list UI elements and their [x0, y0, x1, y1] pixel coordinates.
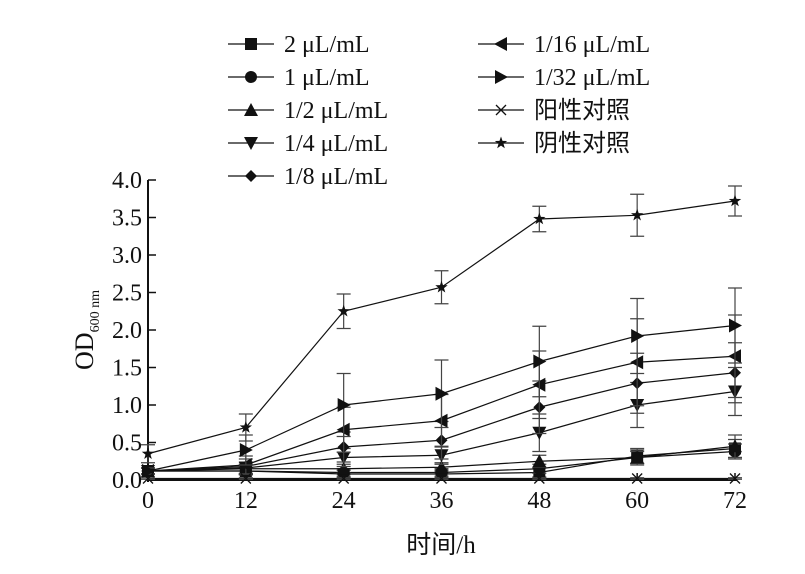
- data-point: [728, 194, 742, 207]
- data-point: [142, 473, 154, 484]
- legend-marker: [245, 38, 257, 50]
- y-tick-label: 1.0: [112, 393, 142, 419]
- series-triangle-right: [141, 287, 742, 478]
- x-tick-label: 36: [430, 488, 454, 514]
- legend-entry: 1/32 μL/mL: [478, 65, 650, 91]
- legend-entry: 阴性对照: [478, 130, 630, 157]
- legend: 2 μL/mL 1 μL/mL 1/2 μL/mL 1/4 μL/mL 1/8 μL/m…: [228, 32, 650, 190]
- data-point: [631, 473, 643, 484]
- series-group: [141, 185, 742, 484]
- data-point: [630, 450, 645, 464]
- y-axis-label-subscript: 600 nm: [88, 290, 103, 333]
- x-tick-label: 12: [234, 488, 258, 514]
- data-point: [728, 439, 742, 453]
- legend-label: 1/2 μL/mL: [284, 98, 388, 124]
- legend-entry: 1/8 μL/mL: [228, 164, 388, 190]
- legend-entry: 1/2 μL/mL: [228, 98, 388, 124]
- x-axis-label: 时间/h: [406, 531, 476, 559]
- data-point: [533, 473, 545, 484]
- x-tick-label: 72: [723, 488, 747, 514]
- legend-label: 1/4 μL/mL: [284, 131, 388, 157]
- y-tick-label: 4.0: [112, 168, 142, 194]
- data-point: [337, 304, 350, 317]
- data-point: [729, 318, 742, 333]
- svg-text:OD600 nm: OD600 nm: [70, 290, 103, 370]
- data-point: [533, 354, 547, 369]
- legend-label: 阴性对照: [534, 130, 630, 157]
- legend-marker: [494, 136, 508, 149]
- legend-marker: [245, 71, 257, 83]
- data-point: [337, 398, 351, 412]
- y-tick-label: 3.5: [112, 206, 142, 232]
- legend-label: 1/32 μL/mL: [534, 65, 650, 91]
- legend-marker: [245, 170, 257, 182]
- data-point: [338, 473, 350, 484]
- data-point: [239, 443, 253, 457]
- legend-entry: 阳性对照: [478, 97, 630, 124]
- data-point: [434, 460, 449, 474]
- data-point: [142, 464, 155, 478]
- data-point: [436, 473, 447, 484]
- legend-label: 1/16 μL/mL: [534, 32, 650, 58]
- data-point: [336, 461, 351, 475]
- data-point: [631, 208, 644, 221]
- data-point: [435, 386, 449, 401]
- x-tick-label: 60: [625, 488, 649, 514]
- legend-entry: 2 μL/mL: [228, 32, 370, 58]
- y-tick-label: 2.0: [112, 318, 142, 344]
- x-tick-label: 48: [527, 488, 551, 514]
- legend-marker: [495, 70, 508, 84]
- y-axis-label-group: OD600 nm: [70, 290, 103, 370]
- x-tick-label: 24: [332, 488, 356, 514]
- y-axis-label: OD: [70, 332, 99, 370]
- legend-label: 1 μL/mL: [284, 65, 370, 91]
- legend-label: 阳性对照: [534, 97, 630, 124]
- series-x: [141, 473, 742, 484]
- axes: 0.0 0.5 1.0 1.5 2.0 2.5 3.0 3.5 4.0 0 12 24 36 48 60 72: [112, 168, 747, 514]
- legend-entry: 1 μL/mL: [228, 65, 370, 91]
- data-point: [435, 280, 448, 293]
- data-point: [729, 473, 741, 484]
- series-star: [141, 185, 742, 464]
- y-tick-label: 0.5: [112, 431, 142, 457]
- y-tick-label: 3.0: [112, 243, 142, 269]
- legend-label: 2 μL/mL: [284, 32, 370, 58]
- data-point: [240, 473, 252, 484]
- y-tick-label: 2.5: [112, 281, 142, 307]
- y-tick-label: 1.5: [112, 356, 142, 382]
- data-point: [239, 421, 252, 433]
- data-point: [141, 447, 155, 459]
- data-point: [533, 212, 546, 225]
- legend-label: 1/8 μL/mL: [284, 164, 388, 190]
- legend-marker: [244, 103, 258, 116]
- legend-marker: [494, 37, 507, 51]
- legend-entry: 1/16 μL/mL: [478, 32, 650, 58]
- x-tick-label: 0: [142, 488, 154, 514]
- y-tick-label: 0.0: [112, 468, 142, 494]
- legend-marker: [495, 104, 507, 116]
- data-point: [631, 329, 645, 343]
- legend-marker: [244, 137, 258, 150]
- data-point: [532, 454, 547, 468]
- legend-entry: 1/4 μL/mL: [228, 131, 388, 157]
